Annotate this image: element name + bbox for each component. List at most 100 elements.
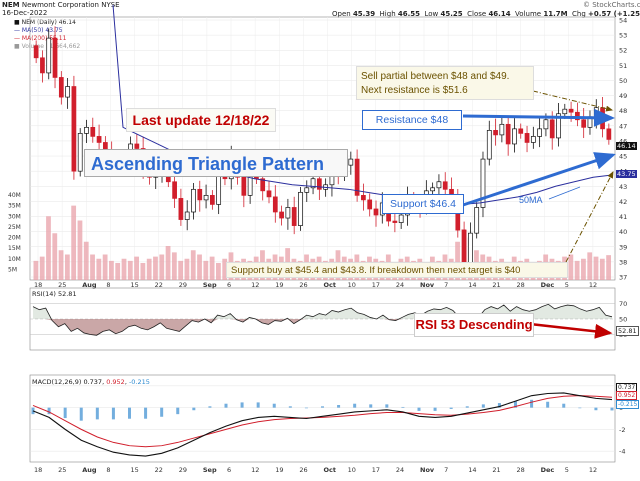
volume-bar [581,258,586,280]
macd-histogram-bar [176,407,180,415]
x-tick-label: 10 [348,281,356,289]
macd-histogram-bar [465,406,469,408]
candle-body [392,220,398,223]
volume-bar [209,256,215,280]
ticker-symbol: NEM [2,1,20,9]
volume-bar [153,256,158,280]
x-tick-label-bottom: 7 [444,466,448,474]
volume-bar [115,263,121,280]
x-tick-label: 15 [131,281,139,289]
macd-histogram-bar [79,407,83,421]
candle-body [524,133,530,143]
candle-body [593,107,599,118]
candle-body [247,175,253,196]
macd-histogram-bar [530,399,534,408]
candle-body [316,178,322,190]
x-tick-label: 5 [565,281,569,289]
price-tick-label: 47 [619,122,627,130]
rsi-descending-arrow [529,322,613,339]
macd-histogram-bar [288,406,292,408]
x-tick-label-bottom: 21 [492,466,500,474]
x-tick-label: Sep [203,281,217,289]
volume-bar [46,216,51,280]
rsi-tick-label: 70 [619,300,627,308]
volume-bar [77,220,83,280]
volume-bar [222,258,228,280]
close-price-badge: 46.14 [616,142,637,150]
macd-histogram-bar [192,407,196,411]
price-tick-label: 50 [619,77,627,85]
x-tick-label-bottom: 26 [299,466,307,474]
price-tick-label: 54 [619,17,627,25]
volume-bar [587,252,593,280]
x-tick-label: 25 [58,281,66,289]
x-tick-label-bottom: Aug [82,466,97,474]
candle-body [568,108,574,113]
candle-body [191,188,196,213]
candle-body [178,198,184,220]
candle-body [493,130,498,136]
candle-body [474,207,480,234]
volume-bar [178,260,184,280]
x-tick-label: Nov [420,281,435,289]
macd-histogram-bar [63,407,67,419]
volume-bar [83,241,89,280]
ma50-value-badge: 43.75 [616,170,637,178]
volume-bar [184,258,190,280]
macd-line [32,392,613,457]
candle-body [71,86,77,172]
macd-histogram-bar [449,407,453,409]
volume-tick-label: 35M [8,203,21,210]
candle-body [285,207,291,219]
candle-body [241,176,247,196]
x-tick-label-bottom: 8 [106,466,110,474]
x-tick-label: 12 [251,281,259,289]
stockcharts-watermark: © StockCharts.com [583,1,640,9]
volume-bar [58,250,64,280]
candle-body [291,207,297,226]
x-tick-label: Oct [324,281,337,289]
volume-bar [134,256,139,280]
x-tick-label: 29 [179,281,187,289]
macd-histogram-bar [481,404,485,408]
price-tick-label: 51 [619,62,627,70]
x-tick-label-bottom: 19 [275,466,283,474]
x-tick-label-bottom: 15 [131,466,139,474]
volume-bar [96,258,102,280]
hist-value-badge: -0.215 [616,400,640,409]
price-tick-label: 39 [619,243,627,251]
candle-body [575,111,580,121]
x-tick-label-bottom: Nov [420,466,435,474]
price-tick-label: 42 [619,198,627,206]
macd-histogram-bar [353,403,357,408]
x-tick-label-bottom: 22 [155,466,163,474]
candle-body [461,229,467,266]
candle-body [33,45,39,59]
volume-bar [109,260,114,280]
x-tick-label-bottom: 5 [565,466,569,474]
macd-histogram-bar [47,407,51,415]
company-name: Newmont Corporation [21,1,99,9]
macd-histogram-bar [610,407,614,411]
price-tick-label: 38 [619,258,627,266]
candle-body [134,143,140,149]
volume-bar [121,258,127,280]
candle-body [348,158,354,166]
candle-body [512,128,517,145]
x-tick-label-bottom: 14 [468,466,476,474]
candle-body [65,86,70,98]
rsi-descending-note: RSI 53 Descending [414,313,534,337]
candle-body [581,119,587,128]
x-tick-label: 18 [34,281,42,289]
macd-histogram-bar [401,406,405,408]
candle-body [537,128,542,137]
volume-bar [146,258,152,280]
volume-bar [64,254,70,280]
volume-bar [165,246,171,280]
candle-body [468,232,473,266]
x-tick-label: 26 [299,281,307,289]
x-tick-label: 28 [517,281,525,289]
macd-histogram-bar [337,405,341,408]
